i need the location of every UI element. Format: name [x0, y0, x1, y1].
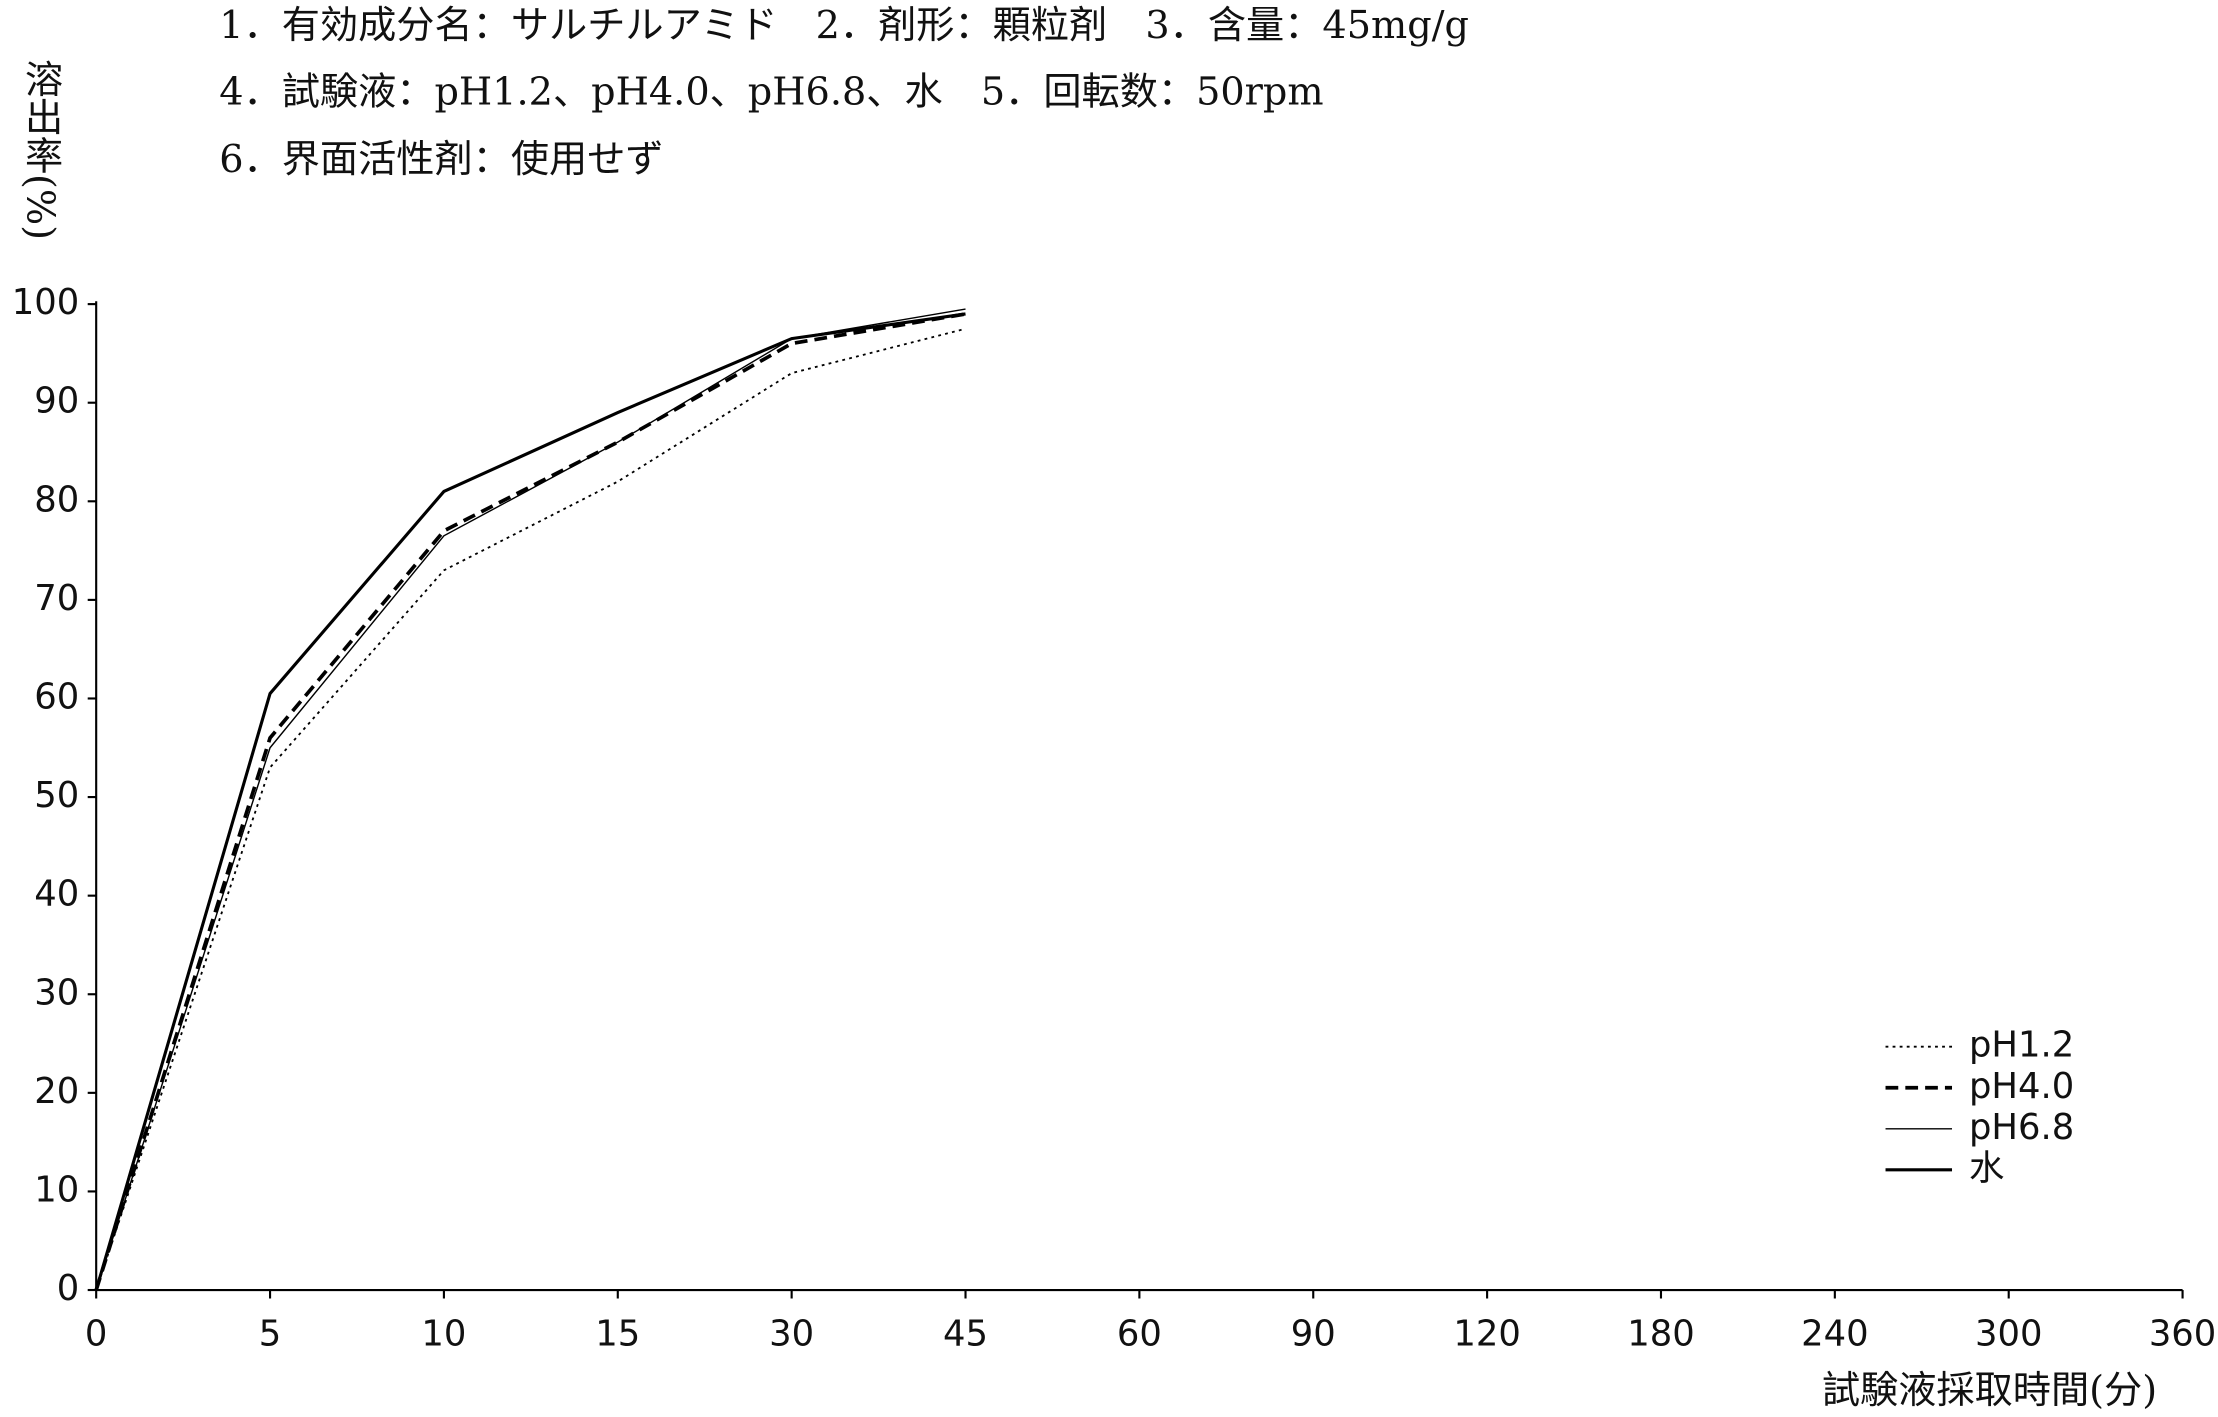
x-tick-label: 90 — [1291, 1313, 1336, 1354]
legend-label: pH6.8 — [1969, 1107, 2074, 1148]
legend-label: pH4.0 — [1969, 1066, 2074, 1107]
x-axis-label: 試験液採取時間(分) — [1822, 1369, 2157, 1413]
title-line: 4．試験液：pH1.2、pH4.0、pH6.8、水 5．回転数：50rpm — [219, 70, 1323, 114]
y-tick-label: 50 — [34, 775, 79, 816]
y-tick-label: 0 — [57, 1268, 80, 1309]
x-tick-label: 5 — [259, 1313, 282, 1354]
x-tick-label: 120 — [1453, 1313, 1521, 1354]
series-line — [94, 312, 966, 1291]
y-tick-label: 90 — [34, 381, 79, 422]
x-tick-label: 300 — [1975, 1313, 2043, 1354]
y-tick-label: 60 — [34, 676, 79, 717]
y-tick-label: 40 — [34, 874, 79, 915]
x-tick-label: 10 — [421, 1313, 466, 1354]
series-line — [95, 308, 966, 1291]
x-tick-label: 60 — [1117, 1313, 1162, 1354]
title-line: 6．界面活性剤：使用せず — [219, 138, 663, 182]
series-line — [94, 312, 966, 1291]
y-tick-label: 80 — [34, 479, 79, 520]
x-tick-label: 240 — [1801, 1313, 1869, 1354]
y-tick-label: 10 — [34, 1169, 79, 1210]
y-tick-label: 20 — [34, 1071, 79, 1112]
x-tick-label: 360 — [2149, 1313, 2217, 1354]
series-line — [95, 327, 966, 1291]
x-tick-label: 15 — [595, 1313, 640, 1354]
legend-label: 水 — [1969, 1148, 2004, 1189]
legend-label: pH1.2 — [1969, 1025, 2074, 1066]
plot-root: 1．有効成分名：サルチルアミド 2．剤形：顆粒剤 3．含量：45mg/g 4．試… — [12, 4, 2217, 1413]
y-tick-label: 70 — [34, 578, 79, 619]
x-tick-label: 180 — [1627, 1313, 1695, 1354]
y-tick-label: 30 — [34, 972, 79, 1013]
y-tick-label: 100 — [12, 282, 80, 323]
x-tick-label: 0 — [85, 1313, 108, 1354]
x-tick-label: 30 — [769, 1313, 814, 1354]
title-line: 1．有効成分名：サルチルアミド 2．剤形：顆粒剤 3．含量：45mg/g — [219, 4, 1469, 48]
y-axis-label: 溶出率(%) — [18, 59, 62, 240]
x-tick-label: 45 — [943, 1313, 988, 1354]
